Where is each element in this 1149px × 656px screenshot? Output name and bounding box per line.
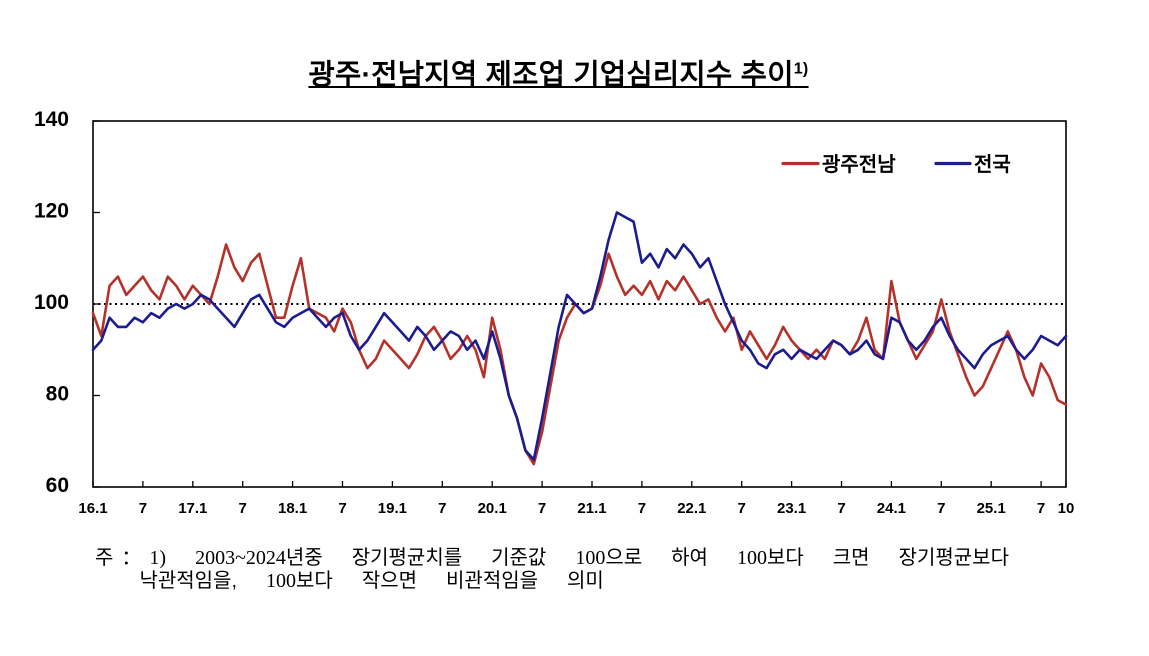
svg-text:24.1: 24.1 bbox=[877, 500, 906, 517]
svg-text:23.1: 23.1 bbox=[777, 500, 806, 517]
svg-text:7: 7 bbox=[638, 500, 646, 517]
svg-text:7: 7 bbox=[338, 500, 346, 517]
svg-text:전국: 전국 bbox=[974, 153, 1011, 176]
svg-text:120: 120 bbox=[34, 200, 69, 223]
svg-text:7: 7 bbox=[139, 500, 147, 517]
svg-text:19.1: 19.1 bbox=[378, 500, 407, 517]
svg-text:16.1: 16.1 bbox=[78, 500, 107, 517]
svg-text:18.1: 18.1 bbox=[278, 500, 307, 517]
svg-text:21.1: 21.1 bbox=[577, 500, 606, 517]
svg-text:60: 60 bbox=[46, 474, 69, 497]
svg-text:20.1: 20.1 bbox=[478, 500, 507, 517]
svg-text:7: 7 bbox=[937, 500, 945, 517]
svg-text:7: 7 bbox=[239, 500, 247, 517]
svg-text:17.1: 17.1 bbox=[178, 500, 207, 517]
svg-text:100: 100 bbox=[34, 291, 69, 314]
svg-text:80: 80 bbox=[46, 383, 69, 406]
svg-text:10: 10 bbox=[1058, 500, 1075, 517]
svg-text:140: 140 bbox=[34, 108, 69, 131]
svg-text:7: 7 bbox=[738, 500, 746, 517]
svg-text:7: 7 bbox=[837, 500, 845, 517]
svg-text:22.1: 22.1 bbox=[677, 500, 706, 517]
svg-text:7: 7 bbox=[438, 500, 446, 517]
svg-text:7: 7 bbox=[1037, 500, 1045, 517]
svg-text:광주전남: 광주전남 bbox=[822, 153, 896, 176]
svg-text:25.1: 25.1 bbox=[977, 500, 1006, 517]
svg-text:7: 7 bbox=[538, 500, 546, 517]
